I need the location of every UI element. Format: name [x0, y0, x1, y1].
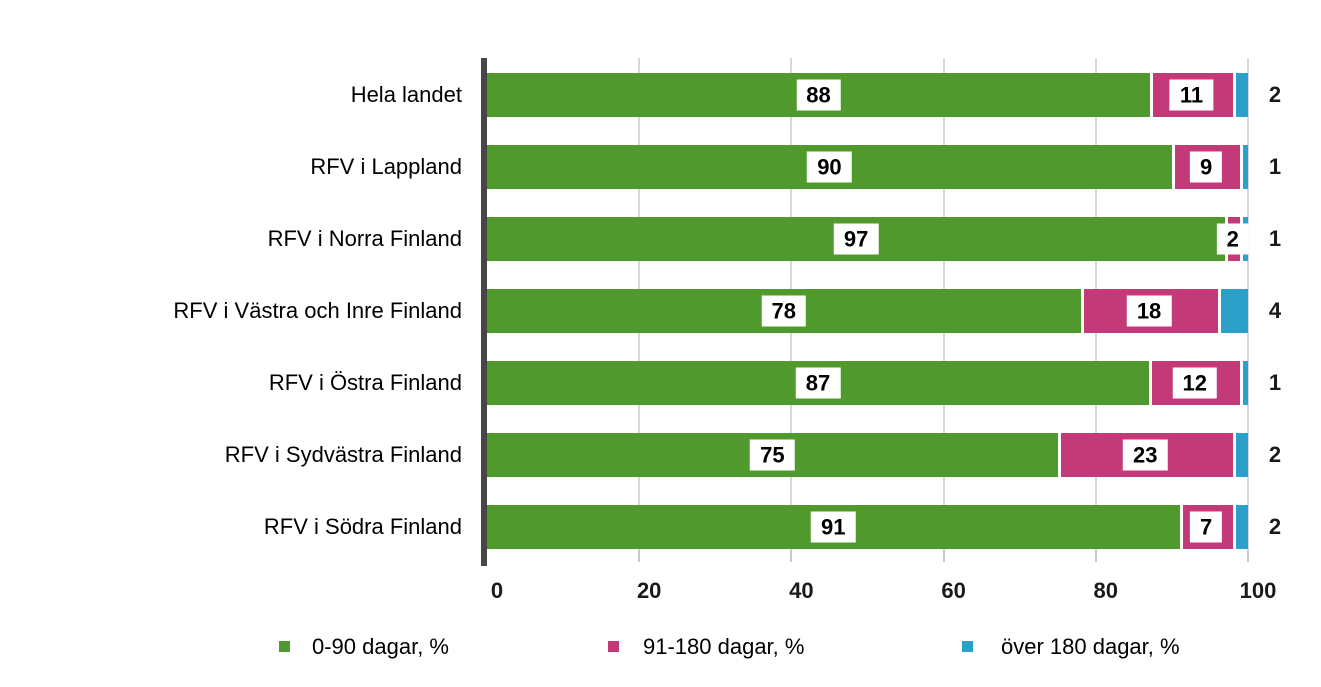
pink-value-label: 11: [1169, 79, 1214, 111]
green-value-label: 87: [795, 367, 841, 399]
bar-segment-ver-180-dagar: [1232, 433, 1248, 477]
category-label: RFV i Sydvästra Finland: [224, 442, 462, 467]
pink-value-label: 18: [1126, 295, 1172, 327]
green-value-label: 88: [796, 79, 841, 111]
green-value-label: 75: [750, 439, 795, 471]
category-label: RFV i Västra och Inre Finland: [173, 298, 462, 323]
bar-row: [487, 145, 1248, 189]
pink-value-label: 2: [1216, 223, 1249, 255]
x-tick-label-60: 60: [941, 578, 966, 603]
x-tick-100: [1247, 550, 1249, 562]
gridline-100: [1247, 58, 1249, 550]
x-tick-20: [638, 550, 641, 562]
y-axis-line: [481, 58, 487, 566]
pink-value-label: 12: [1172, 367, 1217, 399]
blue-value-label: 1: [1268, 370, 1282, 395]
x-tick-80: [1094, 550, 1097, 562]
legend-label-pink: 91-180 dagar, %: [643, 634, 805, 659]
bar-segment-ver-180-dagar: [1232, 505, 1248, 549]
green-value-label: 91: [811, 511, 856, 543]
blue-value-label: 2: [1268, 514, 1282, 539]
blue-value-label: 4: [1268, 298, 1282, 323]
bar-segment-ver-180-dagar: [1217, 289, 1248, 333]
x-tick-label-80: 80: [1093, 578, 1119, 603]
bar-row: [487, 361, 1248, 405]
category-label: RFV i Östra Finland: [268, 370, 462, 395]
x-tick-label-40: 40: [789, 578, 814, 603]
bar-row: [487, 505, 1248, 549]
pink-value-label: 23: [1123, 439, 1168, 471]
legend-label-green: 0-90 dagar, %: [312, 634, 449, 659]
legend-swatch-blue: [962, 641, 973, 652]
bar-segment-ver-180-dagar: [1232, 73, 1248, 117]
x-tick-40: [790, 550, 793, 562]
x-tick-60: [942, 550, 945, 562]
bar-row: [487, 73, 1248, 117]
legend-label-blue: över 180 dagar, %: [1001, 634, 1180, 659]
pink-value-label: 9: [1190, 151, 1223, 183]
legend-swatch-pink: [608, 641, 619, 652]
x-tick-label-0: 0: [490, 578, 504, 603]
green-value-label: 90: [807, 151, 852, 183]
green-value-label: 97: [833, 223, 879, 255]
blue-value-label: 1: [1268, 154, 1282, 179]
blue-value-label: 2: [1268, 82, 1282, 107]
green-value-label: 78: [761, 295, 807, 327]
x-tick-label-100: 100: [1239, 578, 1277, 603]
blue-value-label: 2: [1268, 442, 1282, 467]
bar-segment-ver-180-dagar: [1240, 361, 1248, 405]
category-label: RFV i Norra Finland: [267, 226, 462, 251]
x-tick-label-20: 20: [636, 578, 662, 603]
bar-segment-ver-180-dagar: [1240, 145, 1248, 189]
legend-swatch-green: [279, 641, 290, 652]
category-label: Hela landet: [350, 82, 462, 107]
blue-value-label: 1: [1268, 226, 1282, 251]
category-label: RFV i Södra Finland: [263, 514, 462, 539]
category-label: RFV i Lappland: [310, 154, 462, 179]
pink-value-label: 7: [1190, 511, 1223, 543]
